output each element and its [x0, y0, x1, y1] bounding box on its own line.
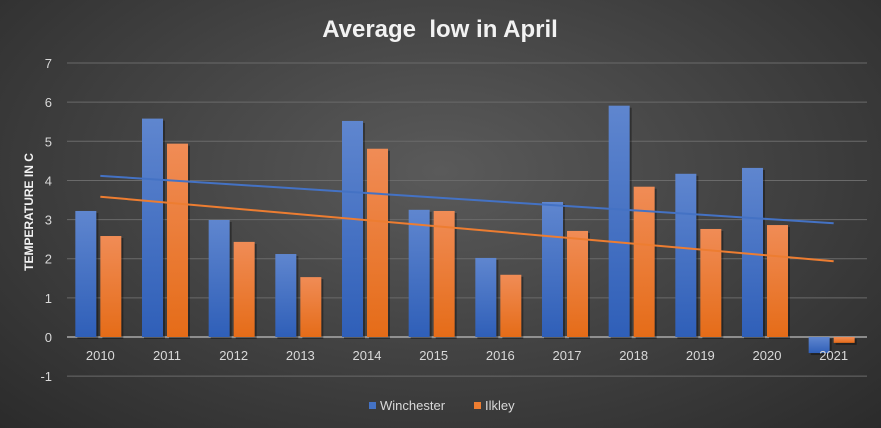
x-tick-label: 2020	[753, 348, 782, 363]
y-tick-label: 3	[45, 213, 52, 228]
bar-ilkley	[833, 337, 855, 343]
bar-winchester	[408, 209, 430, 337]
bar-winchester	[542, 201, 563, 337]
x-tick-label: 2014	[353, 348, 382, 363]
bar-ilkley	[233, 241, 255, 337]
bar-ilkley	[633, 186, 655, 337]
y-tick-label: 6	[45, 95, 52, 110]
bar-ilkley	[767, 225, 788, 337]
trendline-ilkley	[100, 195, 834, 263]
bar-ilkley	[433, 210, 455, 337]
x-tick-label: 2015	[419, 348, 448, 363]
y-tick-label: 5	[45, 134, 52, 149]
bar-ilkley	[167, 143, 188, 337]
x-tick-label: 2011	[153, 348, 181, 363]
bar-winchester	[342, 120, 363, 337]
y-tick-label: 2	[45, 252, 52, 267]
bar-winchester	[475, 257, 497, 337]
chart-title: Average low in April	[322, 16, 558, 43]
x-tick-label: 2021	[819, 348, 848, 363]
y-tick-label: 7	[45, 56, 52, 71]
legend-swatch-winchester	[369, 402, 376, 409]
bar-winchester	[142, 118, 163, 337]
bar-winchester	[675, 173, 697, 337]
bar-ilkley	[500, 274, 522, 337]
bar-winchester	[75, 210, 97, 337]
y-tick-label: 1	[45, 291, 52, 306]
bar-winchester	[275, 254, 297, 337]
y-axis-label: TEMPERATURE IN C	[22, 153, 36, 271]
bar-ilkley	[100, 236, 122, 337]
trendline-winchester	[100, 174, 834, 225]
x-tick-label: 2010	[86, 348, 115, 363]
x-tick-label: 2013	[286, 348, 315, 363]
x-tick-label: 2019	[686, 348, 715, 363]
x-tick-label: 2018	[619, 348, 648, 363]
bar-ilkley	[567, 230, 588, 337]
bar-ilkley	[300, 277, 322, 337]
y-tick-label: 4	[45, 173, 52, 188]
bar-winchester	[608, 105, 630, 337]
y-tick-label: 0	[45, 330, 52, 345]
y-tick-label: -1	[40, 369, 52, 384]
x-tick-label: 2017	[553, 348, 582, 363]
bar-winchester	[808, 337, 830, 354]
x-tick-label: 2016	[486, 348, 515, 363]
bar-winchester	[742, 167, 763, 337]
legend: Winchester Ilkley	[369, 398, 515, 413]
x-tick-label: 2012	[219, 348, 248, 363]
legend-swatch-ilkley	[474, 402, 481, 409]
bar-winchester	[208, 219, 230, 337]
legend-label-winchester: Winchester	[380, 398, 446, 413]
legend-label-ilkley: Ilkley	[485, 398, 515, 413]
bar-ilkley	[367, 148, 388, 337]
bar-ilkley	[700, 228, 722, 337]
